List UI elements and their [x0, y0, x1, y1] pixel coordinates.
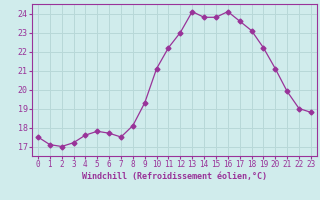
X-axis label: Windchill (Refroidissement éolien,°C): Windchill (Refroidissement éolien,°C) [82, 172, 267, 181]
